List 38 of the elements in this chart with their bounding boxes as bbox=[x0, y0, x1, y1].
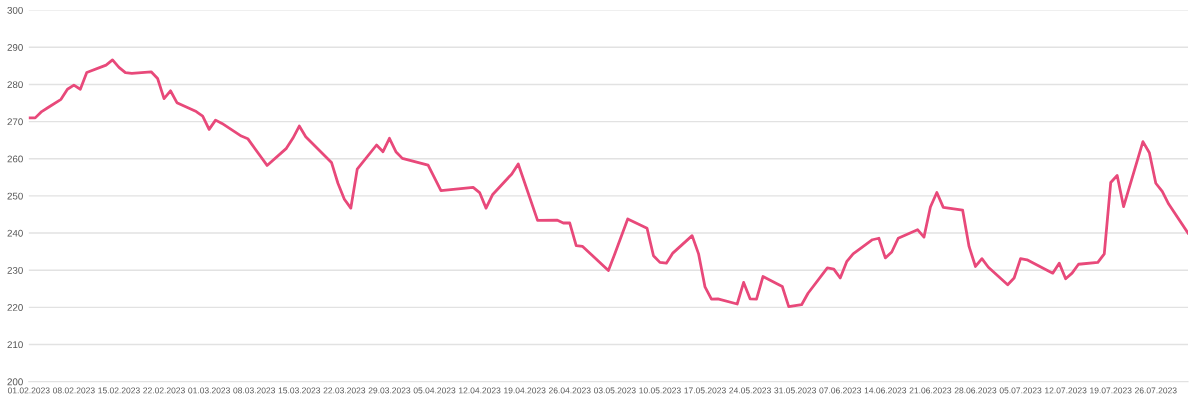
y-tick-label: 220 bbox=[7, 304, 23, 311]
x-tick-label: 24.05.2023 bbox=[729, 387, 771, 394]
x-tick-label: 17.05.2023 bbox=[684, 387, 726, 394]
y-tick-label: 240 bbox=[7, 229, 23, 237]
y-tick-label: 260 bbox=[7, 155, 23, 163]
x-tick-label: 01.03.2023 bbox=[188, 387, 230, 394]
y-tick-label: 270 bbox=[7, 118, 23, 126]
x-tick-label: 21.06.2023 bbox=[909, 387, 952, 394]
x-tick-label: 19.07.2023 bbox=[1090, 387, 1132, 394]
y-tick-label: 280 bbox=[7, 81, 23, 89]
x-tick-label: 01.02.2023 bbox=[7, 387, 50, 394]
x-tick-label: 28.06.2023 bbox=[954, 387, 997, 394]
x-tick-label: 22.03.2023 bbox=[323, 387, 366, 394]
y-tick-label: 290 bbox=[7, 44, 23, 51]
x-tick-label: 08.02.2023 bbox=[53, 387, 95, 394]
x-tick-label: 19.04.2023 bbox=[504, 387, 546, 394]
x-tick-label: 14.06.2023 bbox=[864, 387, 907, 394]
x-tick-label: 29.03.2023 bbox=[368, 387, 411, 394]
x-tick-label: 12.07.2023 bbox=[1045, 387, 1087, 394]
x-tick-label: 03.05.2023 bbox=[593, 387, 636, 394]
x-tick-label: 26.04.2023 bbox=[548, 387, 591, 394]
x-tick-label: 12.04.2023 bbox=[459, 387, 501, 394]
x-tick-label: 15.03.2023 bbox=[278, 387, 321, 394]
line-series bbox=[28, 58, 1188, 308]
x-tick-label: 05.07.2023 bbox=[999, 387, 1042, 394]
x-tick-label: 10.05.2023 bbox=[639, 387, 681, 394]
x-tick-label: 05.04.2023 bbox=[413, 387, 456, 394]
x-tick-label: 31.05.2023 bbox=[774, 387, 816, 394]
y-tick-label: 210 bbox=[7, 341, 23, 349]
y-tick-label: 200 bbox=[7, 378, 23, 386]
y-tick-label: 300 bbox=[7, 6, 23, 14]
x-tick-label: 08.03.2023 bbox=[233, 387, 276, 394]
x-tick-label: 22.02.2023 bbox=[143, 387, 185, 394]
y-tick-label: 230 bbox=[7, 266, 23, 274]
y-tick-label: 250 bbox=[7, 192, 23, 200]
x-tick-label: 26.07.2023 bbox=[1135, 387, 1177, 394]
x-tick-label: 07.06.2023 bbox=[819, 387, 862, 394]
x-tick-label: 15.02.2023 bbox=[98, 387, 140, 394]
